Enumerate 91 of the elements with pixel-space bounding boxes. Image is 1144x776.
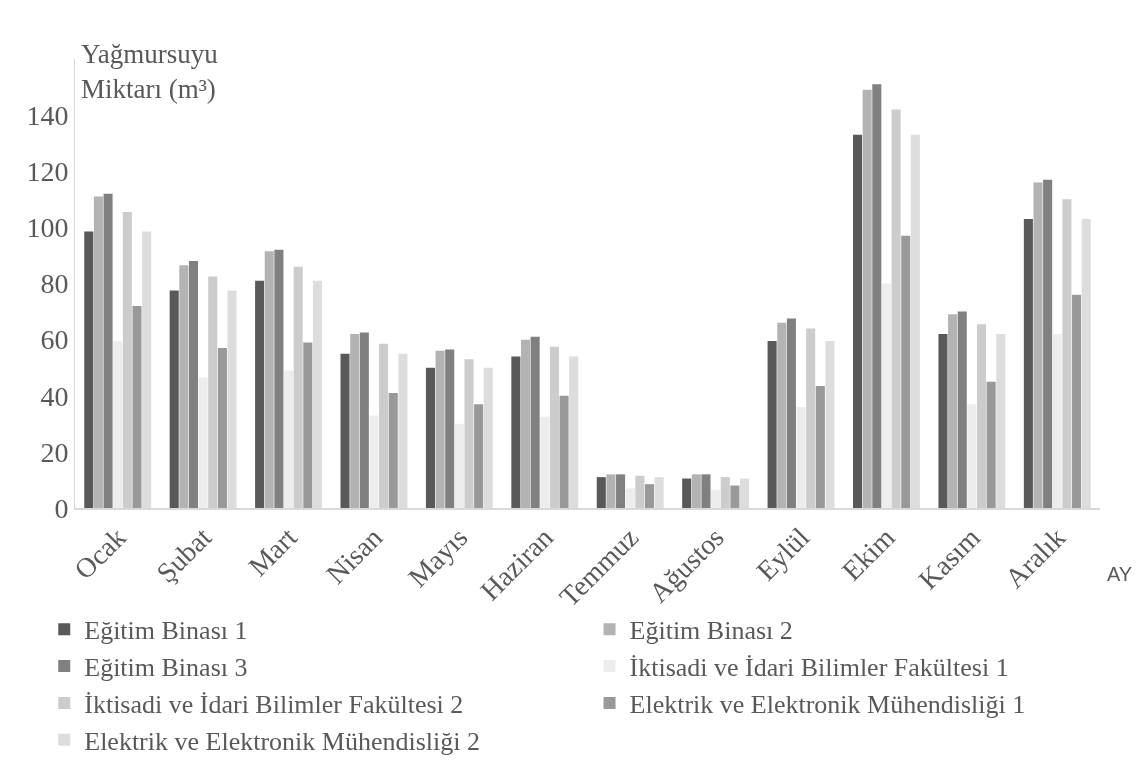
bar	[777, 322, 787, 508]
y-tick-label: 80	[40, 268, 69, 300]
x-tick-label: Mart	[242, 521, 303, 582]
bar	[596, 477, 606, 508]
legend-label: Eğitim Binası 2	[629, 616, 793, 646]
y-tick-label: 60	[40, 324, 69, 356]
bar	[208, 276, 218, 508]
bar	[425, 367, 435, 508]
bar	[606, 474, 616, 508]
bar	[862, 89, 872, 508]
bar	[701, 474, 711, 508]
bar	[901, 235, 911, 508]
bar	[786, 318, 796, 508]
bar	[359, 332, 369, 508]
bar	[1023, 218, 1033, 508]
x-tick-label: Ocak	[68, 521, 132, 586]
bar	[264, 251, 274, 508]
bar	[559, 395, 569, 508]
bar	[730, 485, 740, 508]
bar	[1072, 294, 1082, 508]
bar	[938, 334, 948, 508]
bar	[179, 265, 189, 508]
legend-label: Elektrik ve Elektronik Mühendisliği 1	[629, 690, 1026, 720]
bar	[644, 484, 655, 508]
bar	[530, 336, 540, 508]
bar	[520, 339, 531, 508]
bar	[132, 305, 142, 508]
bar	[767, 341, 777, 508]
bar	[682, 478, 692, 508]
bar	[967, 404, 977, 508]
bar	[540, 416, 550, 508]
y-tick-label: 120	[26, 156, 69, 188]
bar	[720, 477, 730, 508]
x-axis-title: AY	[1107, 563, 1133, 585]
legend-label: Elektrik ve Elektronik Mühendisliği 2	[84, 726, 480, 756]
bar	[625, 488, 635, 508]
bar	[379, 343, 389, 508]
y-tick-label: 40	[40, 380, 69, 412]
bar	[303, 342, 313, 508]
bar	[369, 415, 379, 508]
bar	[957, 311, 967, 508]
bar	[616, 474, 626, 508]
bar	[948, 314, 958, 508]
bar	[445, 349, 455, 508]
bar	[188, 261, 199, 508]
bar	[169, 290, 179, 508]
bar	[84, 231, 94, 508]
bar	[464, 359, 474, 508]
legend-label: Eğitim Binası 1	[84, 616, 248, 646]
bar	[976, 324, 987, 508]
bar	[853, 134, 863, 508]
bar	[511, 356, 521, 508]
bar	[815, 385, 825, 508]
bar	[872, 84, 882, 508]
bar	[340, 353, 350, 508]
bar	[1033, 182, 1043, 508]
y-tick-label: 0	[54, 492, 69, 524]
bar	[1043, 179, 1053, 508]
bar	[635, 475, 645, 508]
bar	[796, 406, 806, 508]
bar	[103, 193, 113, 508]
bar	[691, 474, 701, 508]
bar	[293, 266, 303, 508]
bar	[474, 404, 484, 508]
bar	[284, 370, 294, 508]
legend-label: İktisadi ve İdari Bilimler Fakültesi 2	[84, 690, 464, 720]
y-axis-title: Yağmursuyu Miktarı (m³)	[81, 39, 219, 105]
bar	[806, 328, 816, 508]
bar	[350, 334, 360, 508]
bar	[274, 249, 284, 508]
bar	[198, 377, 208, 508]
bar	[113, 341, 123, 508]
bar	[711, 489, 721, 508]
bar	[217, 348, 227, 508]
y-tick-label: 20	[40, 436, 69, 468]
legend-label: İktisadi ve İdari Bilimler Fakültesi 1	[629, 653, 1009, 683]
bar	[435, 350, 445, 508]
bar	[454, 423, 464, 508]
bar	[986, 381, 996, 508]
bar	[891, 109, 901, 508]
bar	[388, 392, 398, 508]
bar	[1062, 199, 1072, 508]
bar	[93, 196, 103, 508]
bar	[255, 280, 265, 508]
bar	[881, 283, 891, 508]
y-tick-label: 140	[26, 99, 69, 131]
bar	[549, 346, 559, 508]
legend-label: Eğitim Binası 3	[84, 653, 248, 683]
bar	[1052, 334, 1062, 508]
bar	[122, 211, 132, 508]
y-tick-label: 100	[26, 212, 69, 244]
